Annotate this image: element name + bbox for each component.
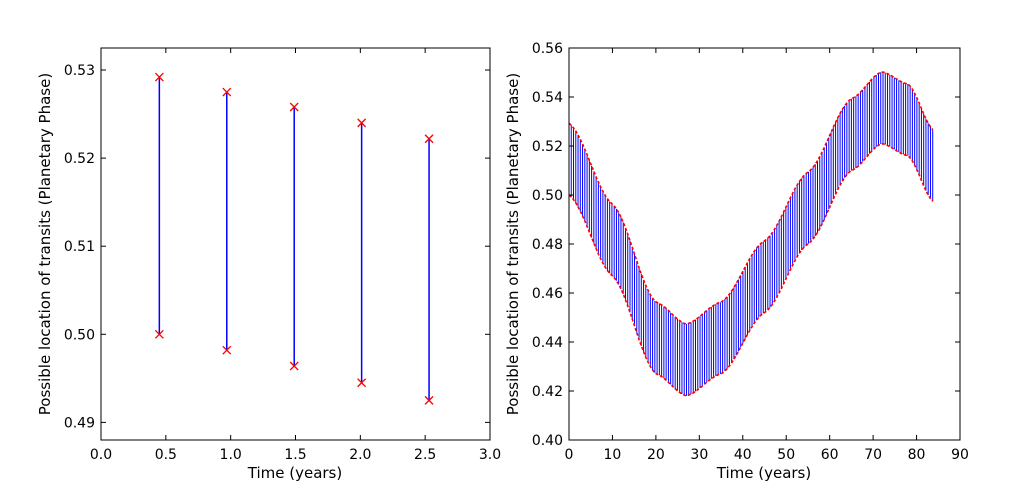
x-marker <box>424 395 434 405</box>
x-tick-label: 60 <box>821 447 839 463</box>
x-tick-label: 2.5 <box>414 447 436 463</box>
x-tick-label: 1.0 <box>220 447 242 463</box>
x-marker <box>357 118 367 128</box>
left-y-axis: 0.49 0.50 0.51 0.52 0.53 <box>64 63 490 431</box>
left-chart: 0.0 0.5 1.0 1.5 2.0 2.5 3.0 0.490.500.510.520.… <box>36 47 501 482</box>
x-tick-label: 0.0 <box>90 447 112 463</box>
y-tick-label: 0.52 <box>64 151 95 167</box>
x-tick-label: 50 <box>777 447 795 463</box>
y-tick-label: 0.48 <box>532 237 563 253</box>
x-marker <box>357 378 367 388</box>
x-tick-label: 1.5 <box>284 447 306 463</box>
left-y-axis-label: Possible location of transits (Planetary… <box>36 73 54 415</box>
upper-envelope-markers <box>568 71 934 325</box>
y-tick-label: 0.52 <box>532 139 563 155</box>
x-marker <box>154 72 164 82</box>
x-tick-label: 3.0 <box>479 447 501 463</box>
x-tick-label: 30 <box>690 447 708 463</box>
y-tick-label: 0.46 <box>532 286 563 302</box>
right-x-axis: 0 10 20 30 40 50 60 70 80 90 <box>565 48 969 463</box>
right-y-axis: 0.40 0.42 0.44 0.46 0.48 0.50 0.52 0.54 0.56 <box>532 41 960 449</box>
y-tick-label: 0.50 <box>532 188 563 204</box>
left-plot-area <box>154 72 434 405</box>
x-tick-label: 2.0 <box>349 447 371 463</box>
left-x-axis: 0.0 0.5 1.0 1.5 2.0 2.5 3.0 <box>90 48 501 463</box>
right-plot-area <box>568 71 934 397</box>
y-tick-label: 0.42 <box>532 384 563 400</box>
x-marker <box>154 329 164 339</box>
y-tick-label: 0.40 <box>532 433 563 449</box>
x-marker <box>222 345 232 355</box>
x-marker <box>222 87 232 97</box>
lower-envelope-markers <box>568 142 934 397</box>
y-tick-label: 0.53 <box>64 63 95 79</box>
right-chart: 0 10 20 30 40 50 60 70 80 90 0.40 0.42 0.44 0.46 0.48… <box>504 41 969 482</box>
x-marker <box>289 361 299 371</box>
y-tick-label: 0.54 <box>532 90 563 106</box>
y-tick-label: 0.49 <box>64 415 95 431</box>
x-tick-label: 20 <box>647 447 665 463</box>
x-tick-label: 90 <box>951 447 969 463</box>
x-tick-label: 0.5 <box>155 447 177 463</box>
y-tick-label: 0.50 <box>64 327 95 343</box>
y-tick-label: 0.56 <box>532 41 563 57</box>
x-marker <box>289 102 299 112</box>
left-x-axis-label: Time (years) <box>247 464 342 482</box>
x-tick-label: 10 <box>604 447 622 463</box>
x-tick-label: 40 <box>734 447 752 463</box>
x-tick-label: 80 <box>908 447 926 463</box>
right-y-axis-label: Possible location of transits (Planetary… <box>504 73 522 415</box>
x-tick-label: 70 <box>864 447 882 463</box>
x-marker <box>424 134 434 144</box>
right-x-axis-label: Time (years) <box>716 464 811 482</box>
y-tick-label: 0.44 <box>532 335 563 351</box>
x-tick-label: 0 <box>565 447 574 463</box>
y-tick-label: 0.51 <box>64 239 95 255</box>
